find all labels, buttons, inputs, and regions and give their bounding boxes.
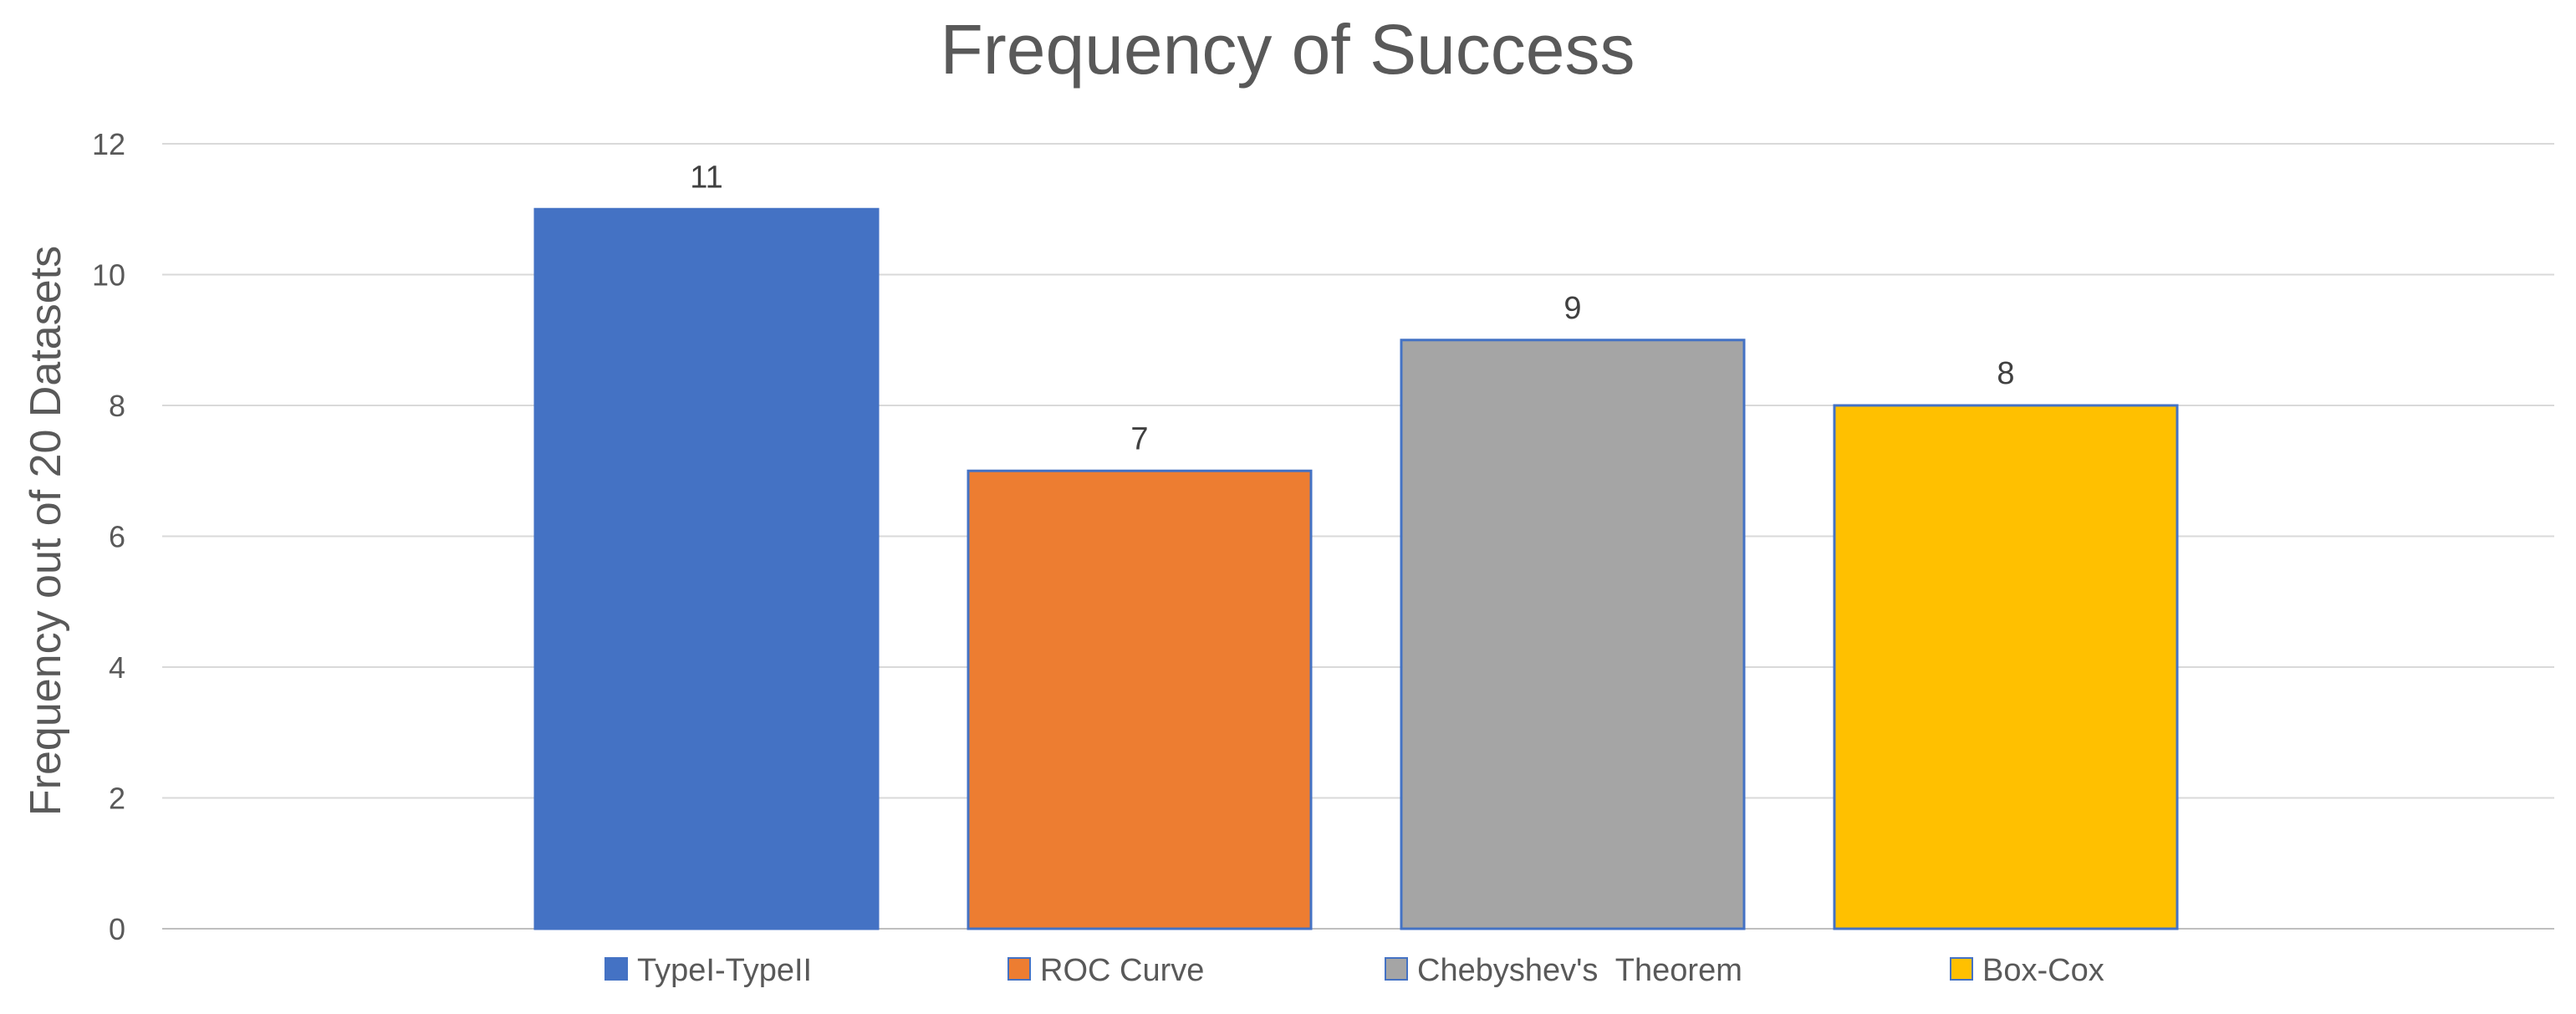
legend-swatch bbox=[1950, 957, 1973, 981]
y-tick-label: 4 bbox=[109, 650, 125, 685]
legend-swatch bbox=[1385, 957, 1408, 981]
data-label: 11 bbox=[690, 160, 722, 195]
y-tick-label: 6 bbox=[109, 520, 125, 554]
data-label: 9 bbox=[1563, 291, 1581, 326]
y-tick-label: 0 bbox=[109, 912, 125, 946]
bar bbox=[967, 469, 1313, 930]
legend-swatch bbox=[1007, 957, 1031, 981]
legend: TypeI-TypeII ROC Curve Chebyshev's Theorem… bbox=[604, 953, 2104, 988]
legend-label: TypeI-TypeII bbox=[637, 953, 812, 988]
y-axis-label: Frequency out of 20 Datasets bbox=[22, 246, 70, 816]
y-axis-ticks: 0 2 4 6 8 10 12 bbox=[92, 127, 125, 946]
y-tick-label: 2 bbox=[109, 782, 125, 816]
legend-label: ROC Curve bbox=[1040, 953, 1204, 988]
legend-swatch bbox=[604, 957, 628, 981]
y-tick-label: 12 bbox=[92, 127, 125, 161]
data-label: 7 bbox=[1130, 421, 1148, 456]
gridlines bbox=[162, 143, 2554, 930]
bar bbox=[533, 207, 880, 930]
bar bbox=[1833, 404, 2179, 930]
bars bbox=[533, 207, 2179, 930]
data-labels: 11 7 9 8 bbox=[690, 160, 2014, 456]
y-tick-label: 8 bbox=[109, 389, 125, 423]
bar bbox=[1400, 339, 1746, 930]
legend-label: Chebyshev's Theorem bbox=[1417, 953, 1742, 988]
data-label: 8 bbox=[1997, 356, 2014, 391]
chart-title: Frequency of Success bbox=[940, 10, 1635, 89]
legend-label: Box-Cox bbox=[1982, 953, 2104, 988]
y-tick-label: 10 bbox=[92, 258, 125, 293]
